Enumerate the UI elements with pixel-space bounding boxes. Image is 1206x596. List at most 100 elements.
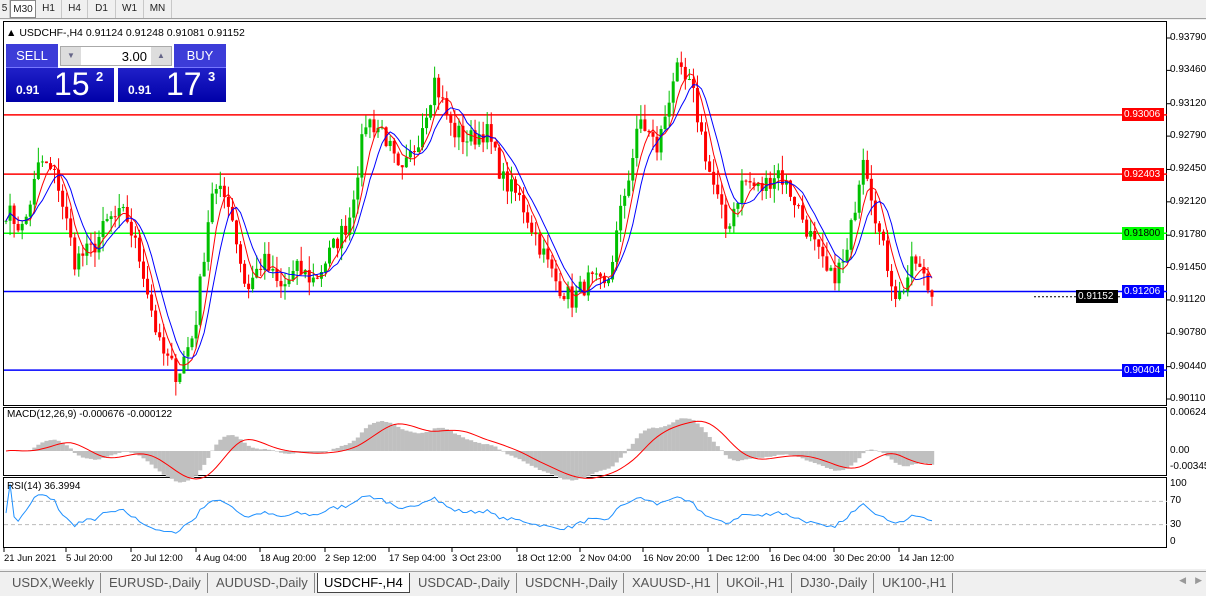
chart-tab[interactable]: EURUSD-,Daily: [103, 573, 208, 593]
chart-tab[interactable]: USDCHF-,H4: [317, 573, 410, 593]
chart-tab[interactable]: XAUUSD-,H1: [626, 573, 718, 593]
candle-body: [117, 208, 121, 217]
candle-body: [570, 286, 574, 308]
buy-price[interactable]: 0.91 17 3: [118, 66, 226, 102]
timeframe-H4[interactable]: H4: [62, 0, 88, 18]
macd-bar: [841, 451, 846, 471]
candle-body: [578, 281, 582, 291]
chart-tab[interactable]: USDX,Weekly: [6, 573, 102, 593]
candle-body: [404, 157, 408, 168]
candle-body: [861, 159, 865, 185]
macd-bar: [501, 451, 506, 452]
macd-bar: [469, 440, 474, 451]
date-axis-label: 17 Sep 04:00: [389, 553, 446, 564]
macd-bar: [707, 436, 712, 451]
macd-bar: [614, 451, 619, 463]
macd-bar: [137, 451, 142, 456]
scroll-right-icon[interactable]: ▶: [1195, 575, 1202, 585]
candle-body: [319, 272, 323, 279]
candle-body: [598, 273, 602, 277]
timeframe-M30[interactable]: M30: [10, 0, 36, 18]
candle-body: [776, 170, 780, 179]
macd-bar: [845, 451, 850, 469]
macd-bar: [117, 451, 122, 453]
price-axis-label: 0.90110: [1170, 393, 1206, 404]
candle-body: [429, 105, 433, 118]
candle-body: [32, 178, 36, 205]
candle-body: [631, 158, 635, 181]
macd-bar: [586, 451, 591, 476]
timeframe-MN[interactable]: MN: [144, 0, 172, 18]
chart-tab[interactable]: AUDUSD-,Daily: [210, 573, 315, 593]
candle-body: [263, 253, 267, 270]
candle-body: [57, 169, 61, 191]
main-chart-frame: [3, 21, 1167, 406]
macd-bar: [659, 427, 664, 451]
chart-tab[interactable]: DJ30-,Daily: [794, 573, 875, 593]
lot-increase-button[interactable]: ▲: [151, 47, 171, 65]
candle-body: [708, 161, 712, 172]
candle-body: [497, 147, 501, 179]
timeframe-H1[interactable]: H1: [36, 0, 62, 18]
current-price-tag: 0.91152: [1076, 290, 1118, 304]
macd-bar: [828, 451, 834, 470]
chart-tab[interactable]: USDCAD-,Daily: [412, 573, 517, 593]
buy-button[interactable]: BUY: [174, 44, 226, 68]
candle-body: [534, 232, 538, 235]
scroll-left-icon[interactable]: ◀: [1179, 575, 1186, 585]
sell-price[interactable]: 0.91 15 2: [6, 66, 114, 102]
sell-button[interactable]: SELL: [6, 44, 58, 68]
chart-tab[interactable]: USDCNH-,Daily: [519, 573, 625, 593]
macd-bar: [283, 451, 288, 454]
lot-size-input[interactable]: ▼ 3.00 ▲: [60, 46, 172, 66]
macd-bar: [238, 439, 243, 451]
chart-tab[interactable]: UKOil-,H1: [720, 573, 792, 593]
macd-bar: [675, 419, 680, 451]
macd-bar: [149, 451, 154, 465]
candle-body: [457, 125, 461, 138]
candle-body: [214, 189, 218, 194]
candle-body: [849, 220, 853, 250]
timeframe-D1[interactable]: D1: [88, 0, 116, 18]
candle-body: [655, 136, 659, 153]
candle-body: [760, 183, 764, 192]
macd-bar: [545, 451, 551, 473]
price-axis-label: 0.91450: [1170, 261, 1206, 273]
macd-bar: [881, 451, 886, 454]
buy-price-prefix: 0.91: [128, 83, 152, 97]
price-axis-label: 0.93460: [1170, 64, 1206, 76]
chart-tabs: ◀ ▶ USDX,Weekly EURUSD-,Daily AUDUSD-,Dail…: [0, 571, 1206, 593]
macd-bar: [432, 428, 437, 451]
candle-body: [635, 128, 639, 159]
macd-bar: [727, 451, 733, 459]
chart-tab[interactable]: UK100-,H1: [876, 573, 954, 593]
price-axis-label: 0.90440: [1170, 360, 1206, 372]
macd-bar: [917, 451, 923, 464]
macd-bar: [234, 436, 239, 451]
date-axis-label: 2 Nov 04:00: [580, 553, 632, 564]
candle-body: [53, 168, 57, 170]
candle-body: [234, 220, 238, 245]
candle-body: [748, 181, 752, 183]
macd-bar: [424, 431, 429, 451]
candle-body: [562, 296, 566, 300]
macd-bar: [780, 451, 785, 455]
macd-bar: [408, 431, 413, 451]
date-axis-label: 16 Nov 20:00: [643, 553, 700, 564]
macd-bar: [788, 451, 793, 456]
macd-bar: [250, 447, 255, 451]
macd-bar: [768, 451, 773, 457]
macd-bar: [873, 450, 878, 451]
macd-bar: [901, 451, 906, 467]
candle-body: [259, 268, 263, 270]
level-price-tag: 0.93006: [1122, 108, 1164, 122]
candle-body: [247, 283, 251, 290]
macd-bar: [194, 451, 199, 476]
timeframe-W1[interactable]: W1: [116, 0, 144, 18]
timeframe-5[interactable]: 5: [0, 0, 10, 18]
lot-decrease-button[interactable]: ▼: [61, 47, 81, 65]
macd-bar: [206, 451, 211, 458]
level-price-tag: 0.91800: [1122, 226, 1164, 240]
triangle-up-icon: ▲: [6, 27, 20, 39]
